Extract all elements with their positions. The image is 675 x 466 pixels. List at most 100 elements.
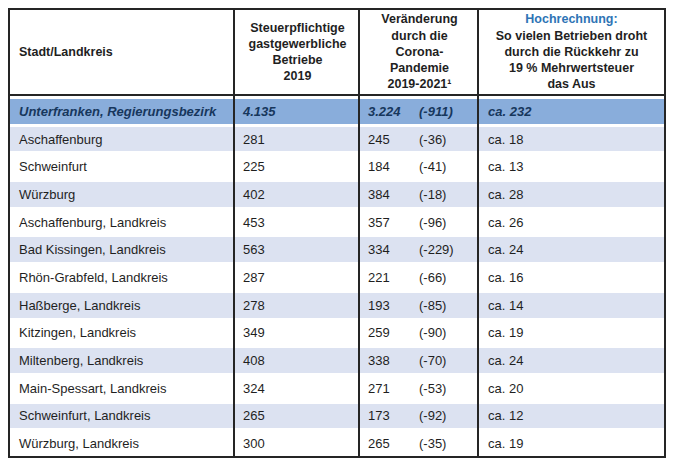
region-name-cell: Kitzingen, Landkreis — [10, 321, 235, 346]
betriebe-2019-cell: 300 — [235, 431, 360, 456]
region-name-cell: Main-Spessart, Landkreis — [10, 376, 235, 401]
table-row: Unterfranken, Regierungsbezirk 4.135 3.2… — [10, 99, 664, 124]
hochrechnung-cell: ca. 232 — [479, 99, 664, 124]
wert-2021-value: 3.224 — [368, 104, 419, 119]
delta-value: (-96) — [419, 215, 446, 230]
wert-2021-value: 384 — [368, 187, 419, 202]
hochrechnung-cell: ca. 14 — [479, 293, 664, 318]
wert-2021-value: 193 — [368, 298, 419, 313]
betriebe-2019-cell: 402 — [235, 182, 360, 207]
column-divider — [233, 10, 235, 456]
header-hochrechnung-body: So vielen Betrieben droht durch die Rück… — [496, 28, 647, 93]
veraenderung-cell: 173(-92) — [360, 404, 479, 429]
wert-2021-value: 357 — [368, 215, 419, 230]
region-name-cell: Unterfranken, Regierungsbezirk — [10, 99, 235, 124]
column-divider — [477, 10, 479, 456]
hochrechnung-cell: ca. 24 — [479, 237, 664, 262]
veraenderung-cell: 338(-70) — [360, 348, 479, 373]
table-row: Schweinfurt, Landkreis 265 173(-92) ca. … — [10, 404, 664, 429]
delta-value: (-35) — [419, 436, 446, 451]
region-name-cell: Miltenberg, Landkreis — [10, 348, 235, 373]
region-name-cell: Bad Kissingen, Landkreis — [10, 237, 235, 262]
wert-2021-value: 334 — [368, 242, 419, 257]
betriebe-2019-cell: 453 — [235, 210, 360, 235]
header-hochrechnung-title: Hochrechnung: — [525, 11, 617, 27]
betriebe-2019-cell: 408 — [235, 348, 360, 373]
wert-2021-value: 173 — [368, 408, 419, 423]
header-veraenderung-corona: Veränderung durch die Corona- Pandemie 2… — [360, 10, 479, 94]
veraenderung-cell: 259(-90) — [360, 321, 479, 346]
header-betriebe-2019: Steuerpflichtige gastgewerbliche Betrieb… — [235, 10, 360, 94]
table-row: Main-Spessart, Landkreis 324 271(-53) ca… — [10, 376, 664, 401]
table-row: Würzburg 402 384(-18) ca. 28 — [10, 182, 664, 207]
wert-2021-value: 259 — [368, 325, 419, 340]
delta-value: (-90) — [419, 325, 446, 340]
veraenderung-cell: 265(-35) — [360, 431, 479, 456]
delta-value: (-92) — [419, 408, 446, 423]
delta-value: (-70) — [419, 353, 446, 368]
hochrechnung-cell: ca. 19 — [479, 431, 664, 456]
hochrechnung-cell: ca. 16 — [479, 265, 664, 290]
veraenderung-cell: 334(-229) — [360, 237, 479, 262]
hochrechnung-cell: ca. 26 — [479, 210, 664, 235]
hochrechnung-cell: ca. 13 — [479, 154, 664, 179]
region-name-cell: Rhön-Grabfeld, Landkreis — [10, 265, 235, 290]
table-row: Aschaffenburg 281 245(-36) ca. 18 — [10, 127, 664, 152]
delta-value: (-53) — [419, 381, 446, 396]
table-row: Kitzingen, Landkreis 349 259(-90) ca. 19 — [10, 321, 664, 346]
veraenderung-cell: 193(-85) — [360, 293, 479, 318]
hochrechnung-cell: ca. 19 — [479, 321, 664, 346]
header-stadt-landkreis: Stadt/Landkreis — [10, 10, 235, 94]
veraenderung-cell: 3.224(-911) — [360, 99, 479, 124]
column-divider — [358, 10, 360, 456]
delta-value: (-911) — [419, 104, 453, 119]
veraenderung-cell: 384(-18) — [360, 182, 479, 207]
hochrechnung-cell: ca. 12 — [479, 404, 664, 429]
betriebe-2019-cell: 278 — [235, 293, 360, 318]
region-name-cell: Schweinfurt, Landkreis — [10, 404, 235, 429]
betriebe-2019-cell: 324 — [235, 376, 360, 401]
table-header-row: Stadt/Landkreis Steuerpflichtige gastgew… — [10, 10, 664, 96]
table-row: Haßberge, Landkreis 278 193(-85) ca. 14 — [10, 293, 664, 318]
betriebe-2019-cell: 265 — [235, 404, 360, 429]
delta-value: (-36) — [419, 132, 446, 147]
veraenderung-cell: 221(-66) — [360, 265, 479, 290]
betriebe-2019-cell: 281 — [235, 127, 360, 152]
hochrechnung-cell: ca. 18 — [479, 127, 664, 152]
delta-value: (-85) — [419, 298, 446, 313]
delta-value: (-229) — [419, 242, 454, 257]
betriebe-2019-cell: 287 — [235, 265, 360, 290]
table-row: Würzburg, Landkreis 300 265(-35) ca. 19 — [10, 431, 664, 456]
table-row: Aschaffenburg, Landkreis 453 357(-96) ca… — [10, 210, 664, 235]
statistics-table: Stadt/Landkreis Steuerpflichtige gastgew… — [8, 8, 666, 458]
delta-value: (-18) — [419, 187, 446, 202]
table-row: Bad Kissingen, Landkreis 563 334(-229) c… — [10, 237, 664, 262]
betriebe-2019-cell: 4.135 — [235, 99, 360, 124]
wert-2021-value: 184 — [368, 159, 419, 174]
region-name-cell: Haßberge, Landkreis — [10, 293, 235, 318]
table-row: Rhön-Grabfeld, Landkreis 287 221(-66) ca… — [10, 265, 664, 290]
table-row: Miltenberg, Landkreis 408 338(-70) ca. 2… — [10, 348, 664, 373]
delta-value: (-41) — [419, 159, 446, 174]
veraenderung-cell: 245(-36) — [360, 127, 479, 152]
table-row: Schweinfurt 225 184(-41) ca. 13 — [10, 154, 664, 179]
veraenderung-cell: 184(-41) — [360, 154, 479, 179]
hochrechnung-cell: ca. 20 — [479, 376, 664, 401]
region-name-cell: Aschaffenburg, Landkreis — [10, 210, 235, 235]
region-name-cell: Aschaffenburg — [10, 127, 235, 152]
wert-2021-value: 245 — [368, 132, 419, 147]
wert-2021-value: 221 — [368, 270, 419, 285]
betriebe-2019-cell: 563 — [235, 237, 360, 262]
region-name-cell: Würzburg — [10, 182, 235, 207]
wert-2021-value: 338 — [368, 353, 419, 368]
betriebe-2019-cell: 225 — [235, 154, 360, 179]
veraenderung-cell: 357(-96) — [360, 210, 479, 235]
betriebe-2019-cell: 349 — [235, 321, 360, 346]
table-rows: Unterfranken, Regierungsbezirk 4.135 3.2… — [10, 96, 664, 456]
wert-2021-value: 265 — [368, 436, 419, 451]
region-name-cell: Würzburg, Landkreis — [10, 431, 235, 456]
wert-2021-value: 271 — [368, 381, 419, 396]
delta-value: (-66) — [419, 270, 446, 285]
page: Stadt/Landkreis Steuerpflichtige gastgew… — [0, 0, 675, 466]
veraenderung-cell: 271(-53) — [360, 376, 479, 401]
